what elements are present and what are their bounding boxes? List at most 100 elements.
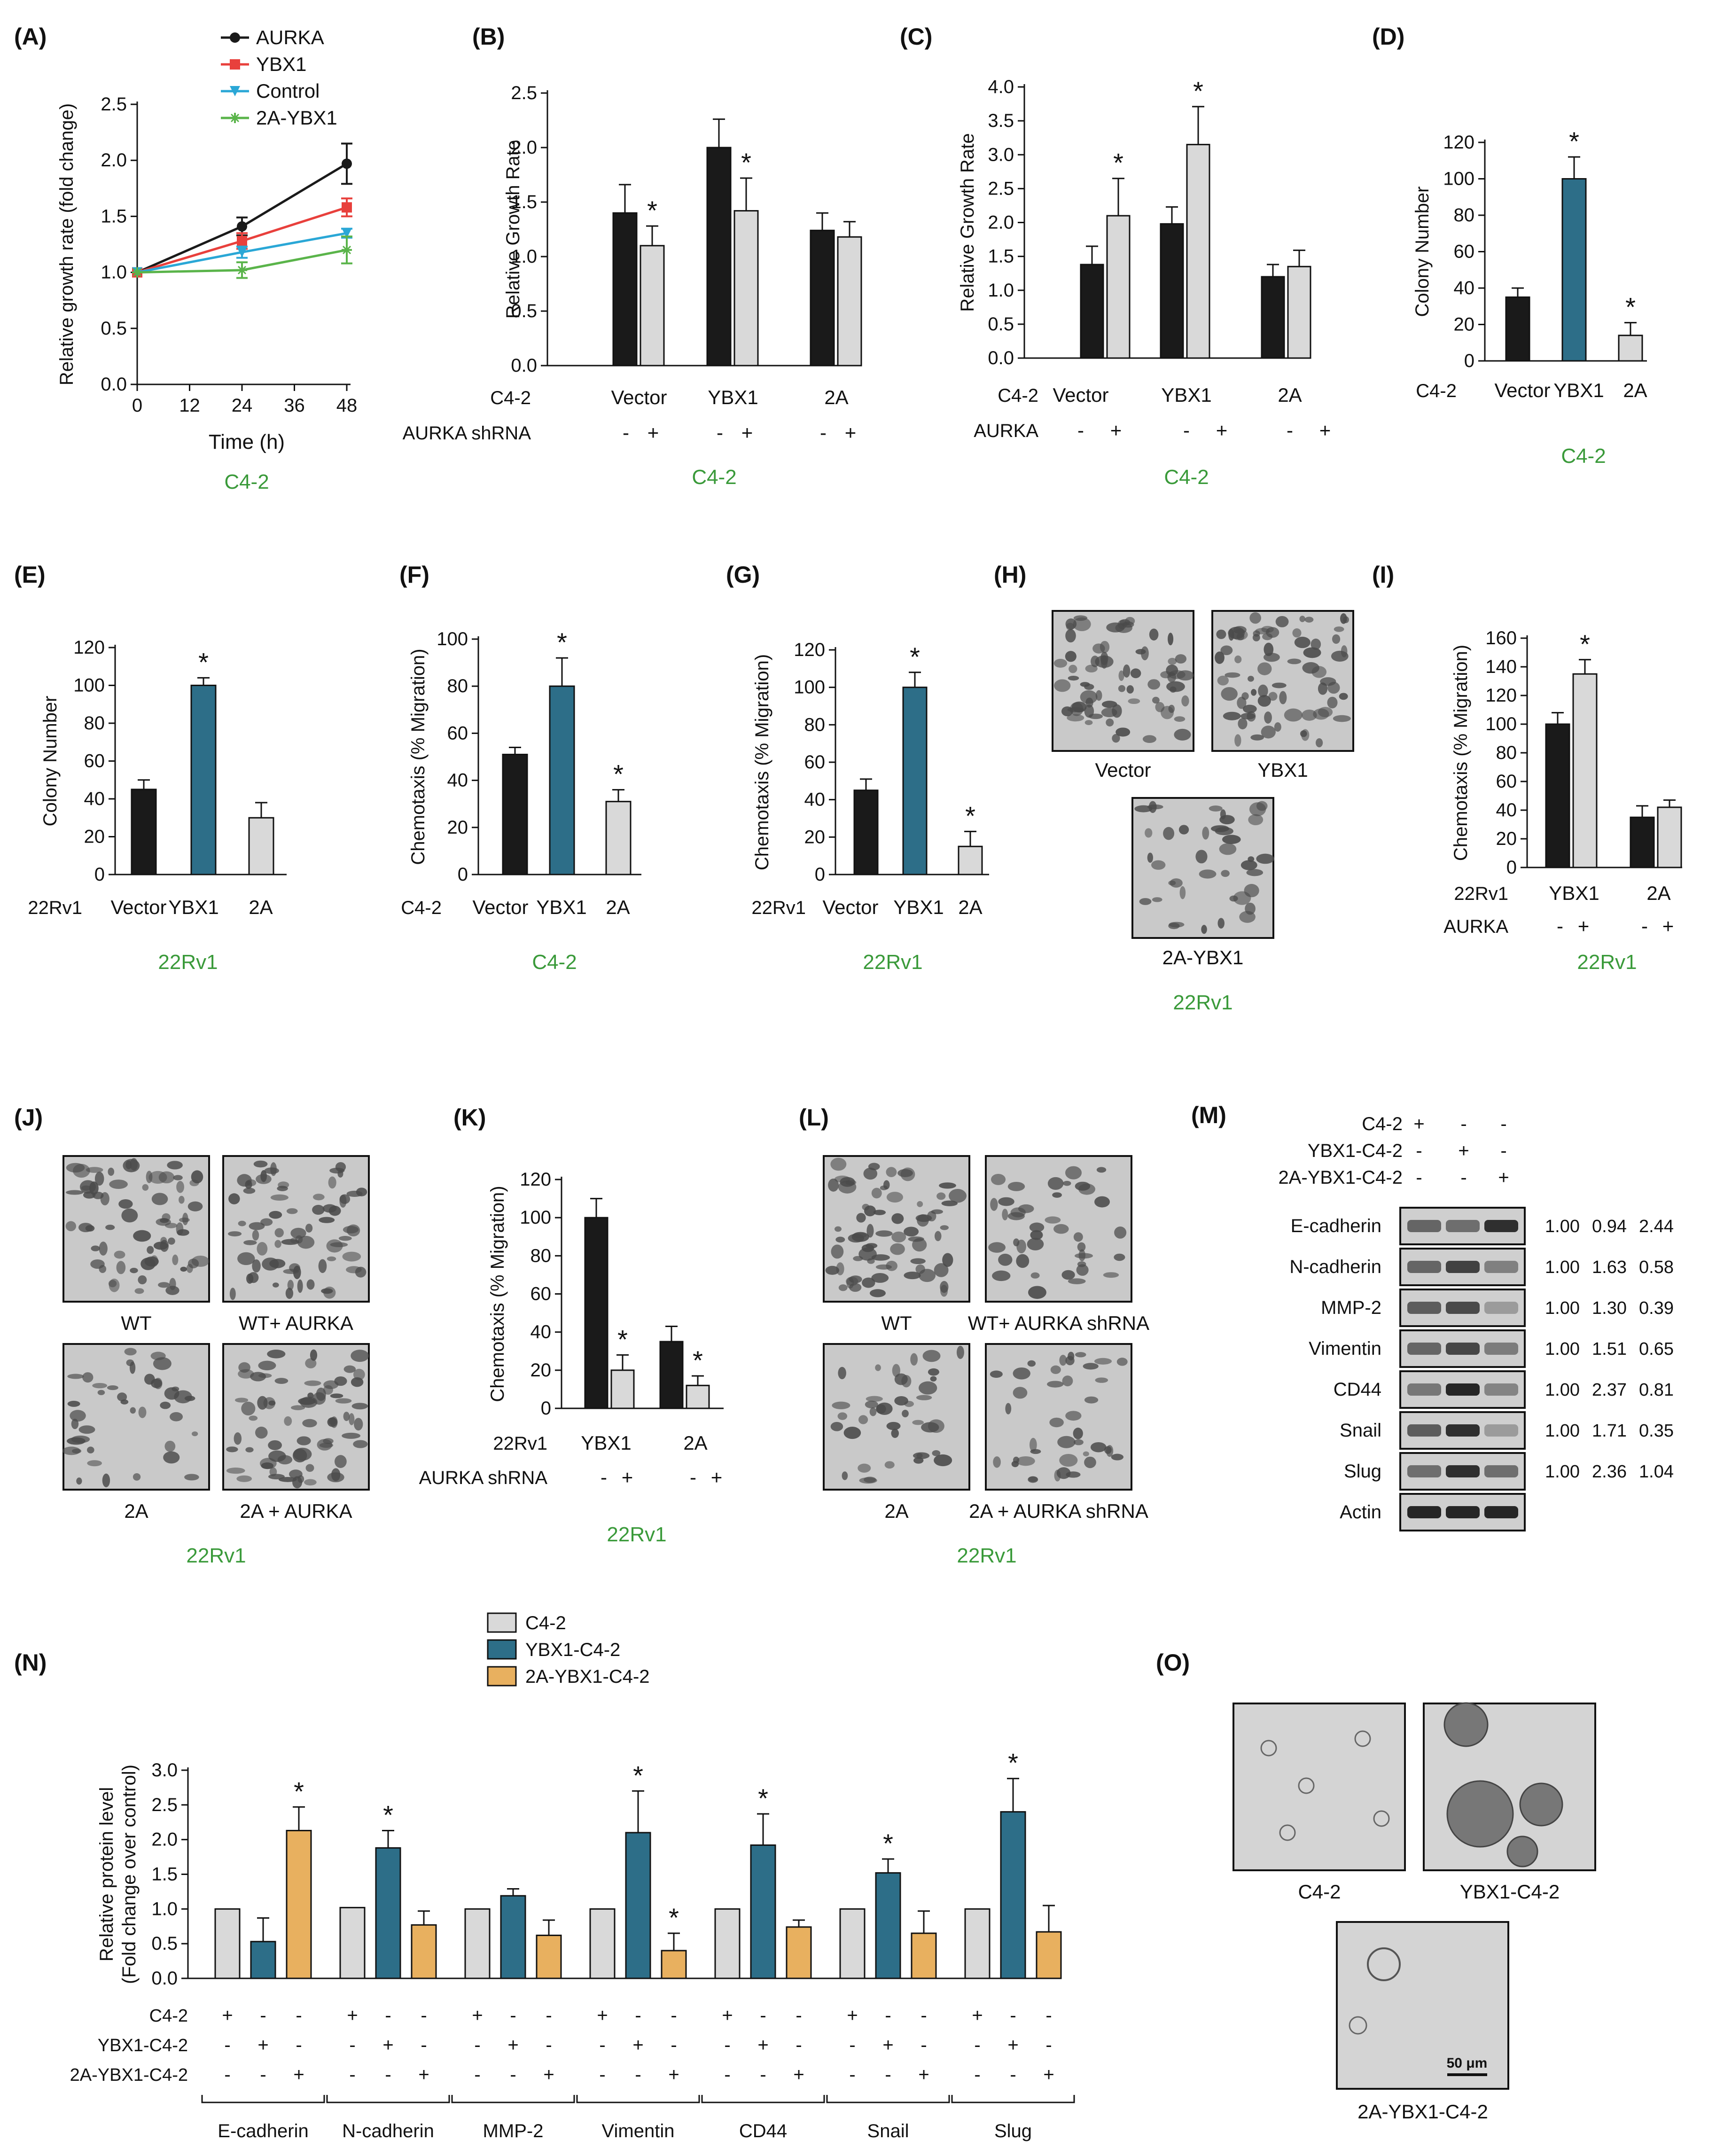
blot-band [1407,1343,1441,1355]
sign-label: - [224,2035,230,2055]
cell-blob [153,1357,172,1370]
cell-blob [172,1254,179,1265]
cell-blob [285,1288,294,1299]
cell-blob [337,1170,343,1178]
micrograph-wt-aurka [222,1155,370,1303]
sphere-colony [1506,1836,1538,1867]
row-label: AURKA shRNA [403,423,531,444]
cell-blob [343,1412,350,1422]
bar [610,1369,635,1409]
cell-blob [87,1446,94,1453]
group-label: Vector [1053,384,1108,406]
blot-band [1484,1383,1518,1396]
y-tick-label: 2.5 [988,178,1014,199]
y-tick-label: 100 [520,1207,551,1228]
sign-label: - [849,2035,855,2055]
cell-blob [305,1464,314,1472]
sign-label: - [349,2035,355,2055]
cell-blob [277,1455,293,1465]
group-label: YBX1 [1553,379,1604,401]
cell-blob [296,1436,311,1445]
cell-blob [1073,615,1088,621]
bar [837,236,862,367]
significance-star: * [1569,126,1579,156]
blot-band [1446,1465,1480,1477]
cell-blob [1163,827,1175,840]
y-tick-label: 0.0 [101,374,127,395]
sign-label: - [601,1466,607,1488]
cell-blob [121,1208,138,1223]
cell-blob [238,1369,254,1379]
sign-label: - [921,2005,927,2026]
cell-blob [904,1401,914,1407]
group-label: Vimentin [602,2121,675,2141]
cell-blob [1216,629,1226,639]
cell-blob [1241,692,1249,700]
significance-star: * [617,1324,628,1354]
sign-label: + [918,2064,929,2085]
cell-blob [1045,1216,1061,1224]
y-tick-label: 1.0 [151,1898,178,1919]
cell-blob [886,1167,897,1177]
bar [853,789,879,875]
cell-blob [191,1170,203,1184]
cell-blob [1116,727,1131,737]
y-tick-label: 60 [804,752,826,773]
bar [1618,335,1643,362]
cell-blob [1220,809,1226,820]
cell-blob [1303,647,1321,658]
cell-blob [153,1242,168,1250]
y-tick-label: 2.5 [101,94,127,115]
y-tick-label: 2.0 [511,137,537,158]
cell-blob [170,1412,183,1422]
group-label: 2A [958,896,982,918]
cell-blob [1248,814,1264,826]
cell-blob [990,1198,998,1211]
cell-blob [1215,827,1233,836]
row-label: 22Rv1 [751,898,806,918]
cell-blob [876,1402,893,1415]
data-point [230,113,240,123]
y-tick-label: 20 [1496,828,1517,849]
cell-blob [1118,670,1124,681]
cell-blob [180,1266,187,1272]
cell-blob [67,1437,86,1445]
cell-blob [1178,825,1189,835]
cell-blob [834,1226,842,1232]
cell-blob [1084,704,1094,718]
cell-blob [856,1213,866,1223]
data-point [237,247,247,258]
cell-blob [335,1162,346,1172]
scale-bar-label: 50 μm [1447,2055,1488,2071]
cell-blob [998,1197,1014,1206]
panel-caption: 22Rv1 [1173,991,1233,1014]
cell-blob [1299,616,1305,622]
sign-label: - [760,2064,766,2085]
sign-label: - [1183,419,1190,441]
cell-blob [338,1236,352,1241]
density-value: 0.81 [1639,1380,1674,1400]
cell-blob [264,1167,279,1174]
cell-blob [302,1419,317,1428]
image-caption: WT [121,1312,151,1334]
sign-label: - [1287,419,1293,441]
y-tick-label: 1.5 [988,246,1014,267]
sign-label: - [1077,419,1084,441]
cell-blob [862,1203,870,1211]
cell-blob [1202,827,1209,840]
cell-blob [1135,649,1146,655]
group-label: 2A [249,896,273,918]
sign-label: - [635,2064,641,2085]
cell-blob [1053,659,1068,668]
cell-blob [1221,687,1238,701]
bar [1545,723,1570,868]
cell-blob [1181,695,1189,707]
cell-blob [154,1377,163,1390]
bar [1572,673,1598,868]
cell-blob [290,1227,306,1239]
cell-blob [890,1243,905,1255]
group-label: N-cadherin [342,2121,434,2141]
blot-band [1484,1465,1518,1477]
cell-blob [191,1431,198,1437]
